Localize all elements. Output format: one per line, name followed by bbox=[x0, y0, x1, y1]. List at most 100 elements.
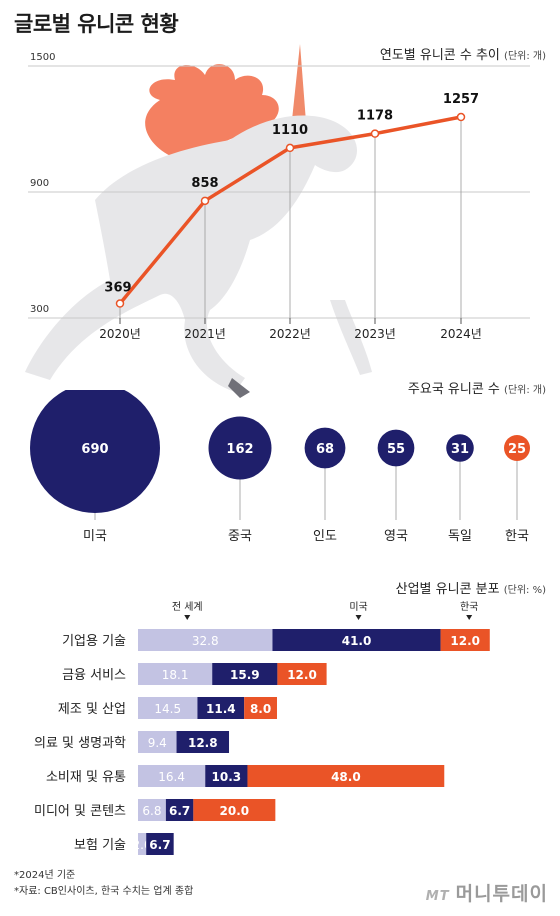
line-chart-title: 연도별 유니콘 수 추이 (단위: 개) bbox=[380, 44, 546, 63]
bar-category-label: 보험 기술 bbox=[74, 838, 126, 853]
unicorn-leg bbox=[330, 300, 372, 375]
bar-value-label: 12.0 bbox=[450, 634, 480, 648]
bar-value-label: 14.5 bbox=[154, 702, 181, 716]
brand-name: 머니투데이 bbox=[455, 883, 548, 905]
line-chart-unit: (단위: 개) bbox=[504, 51, 546, 62]
data-point bbox=[285, 143, 295, 153]
bar-category-label: 제조 및 산업 bbox=[58, 702, 126, 717]
data-point bbox=[200, 196, 210, 206]
bar-segment bbox=[176, 731, 230, 753]
bar-chart-title: 산업별 유니콘 분포 (단위: %) bbox=[396, 578, 546, 597]
bubble-value: 31 bbox=[451, 442, 469, 457]
data-label: 1110 bbox=[272, 123, 308, 138]
bar-value-label: 12.8 bbox=[188, 736, 218, 750]
x-tick-label: 2022년 bbox=[269, 327, 311, 341]
data-label: 1178 bbox=[357, 109, 393, 124]
unicorn-hoof bbox=[228, 378, 250, 398]
bar-segment bbox=[212, 663, 278, 685]
bar-segment bbox=[193, 799, 276, 821]
bubble-category-label: 중국 bbox=[228, 529, 252, 544]
y-tick-label: 900 bbox=[30, 178, 49, 189]
bubble bbox=[504, 435, 530, 461]
bubble-category-label: 인도 bbox=[313, 529, 337, 544]
bubble-chart: 690 미국 162 중국 68 인도 55 영국 31 독일 25 한국 bbox=[30, 390, 530, 544]
unicorn-horn bbox=[292, 44, 306, 122]
line-chart-marks: 369 858 1110 1178 1257 bbox=[104, 92, 479, 308]
unicorn-body bbox=[25, 115, 358, 392]
brand-mark: MT bbox=[425, 889, 450, 904]
bar-value-label: 48.0 bbox=[331, 770, 361, 784]
bubble-category-label: 독일 bbox=[448, 529, 472, 544]
bubble-category-label: 미국 bbox=[83, 529, 107, 544]
x-tick-label: 2023년 bbox=[354, 327, 396, 341]
bar-segment bbox=[138, 731, 177, 753]
bar-segment bbox=[440, 629, 490, 651]
x-tick-label: 2021년 bbox=[184, 327, 226, 341]
bar-category-label: 의료 및 생명과학 bbox=[34, 736, 126, 751]
bar-segment bbox=[277, 663, 327, 685]
bar-segment bbox=[205, 765, 248, 787]
x-tick-label: 2020년 bbox=[99, 327, 141, 341]
brand-logo: MT 머니투데이 bbox=[426, 879, 548, 906]
bar-segment bbox=[272, 629, 441, 651]
bubble-value: 690 bbox=[81, 442, 108, 457]
bar-segment bbox=[138, 697, 198, 719]
bar-segment bbox=[138, 799, 166, 821]
legend-label: 한국 bbox=[460, 601, 478, 613]
footnote-basis: *2024년 기준 bbox=[14, 870, 76, 881]
data-label: 858 bbox=[191, 176, 218, 191]
bar-segment bbox=[197, 697, 245, 719]
page-title: 글로벌 유니콘 현황 bbox=[14, 12, 179, 36]
legend-label: 미국 bbox=[349, 601, 367, 613]
data-label: 369 bbox=[104, 281, 131, 296]
data-point bbox=[370, 129, 380, 138]
bar-segment bbox=[138, 629, 273, 651]
legend-marker bbox=[184, 615, 191, 620]
bubble-value: 162 bbox=[226, 442, 253, 457]
bar-category-label: 금융 서비스 bbox=[62, 668, 126, 683]
bubble-chart-title-text: 주요국 유니콘 수 bbox=[407, 382, 500, 397]
bar-segment bbox=[165, 799, 194, 821]
legend-label: 전 세계 bbox=[172, 601, 203, 613]
bar-value-label: 6.7 bbox=[149, 838, 170, 852]
bar-value-label: 20.0 bbox=[220, 804, 250, 818]
bar-value-label: 8.0 bbox=[250, 702, 271, 716]
bar-segment bbox=[146, 833, 174, 855]
bar-value-label: 18.1 bbox=[162, 668, 189, 682]
bar-value-label: 6.8 bbox=[142, 804, 161, 818]
bar-value-label: 32.8 bbox=[192, 634, 219, 648]
bar-category-label: 기업용 기술 bbox=[62, 634, 126, 649]
bar-value-label: 6.7 bbox=[169, 804, 190, 818]
footnote-source: *자료: CB인사이츠, 한국 수치는 업계 종합 bbox=[14, 886, 194, 897]
bubble bbox=[208, 416, 272, 480]
line-chart-title-text: 연도별 유니콘 수 추이 bbox=[379, 48, 500, 63]
bar-chart-unit: (단위: %) bbox=[503, 585, 546, 596]
bubble bbox=[304, 427, 346, 469]
bar-segment bbox=[138, 833, 147, 855]
bar-segment bbox=[247, 765, 445, 787]
legend-marker bbox=[466, 615, 473, 620]
bar-value-label: 41.0 bbox=[342, 634, 372, 648]
line-chart: 1500 900 300 2020년 2021년 2022년 2023년 2024년 369 8… bbox=[25, 44, 530, 398]
bar-value-label: 9.4 bbox=[148, 736, 167, 750]
y-tick-label: 1500 bbox=[30, 52, 55, 63]
bar-category-label: 미디어 및 콘텐츠 bbox=[34, 804, 126, 819]
bubble-chart-unit: (단위: 개) bbox=[504, 385, 546, 396]
unicorn-illustration bbox=[25, 44, 372, 398]
data-point bbox=[456, 112, 466, 122]
bar-category-label: 소비재 및 유통 bbox=[46, 770, 126, 785]
data-point bbox=[115, 299, 125, 308]
bar-value-label: 16.4 bbox=[158, 770, 185, 784]
bar-chart-title-text: 산업별 유니콘 분포 bbox=[395, 582, 500, 597]
bubble-value: 25 bbox=[508, 442, 526, 457]
bubble bbox=[30, 390, 160, 513]
y-tick-label: 300 bbox=[30, 304, 49, 315]
bar-segment bbox=[138, 765, 206, 787]
bar-segment bbox=[138, 663, 213, 685]
bubble bbox=[446, 434, 474, 462]
data-label: 1257 bbox=[443, 92, 479, 107]
bubble-category-label: 영국 bbox=[384, 529, 408, 544]
x-tick-label: 2024년 bbox=[440, 327, 482, 341]
bar-value-label: 15.9 bbox=[230, 668, 260, 682]
bubble-value: 68 bbox=[316, 442, 334, 457]
